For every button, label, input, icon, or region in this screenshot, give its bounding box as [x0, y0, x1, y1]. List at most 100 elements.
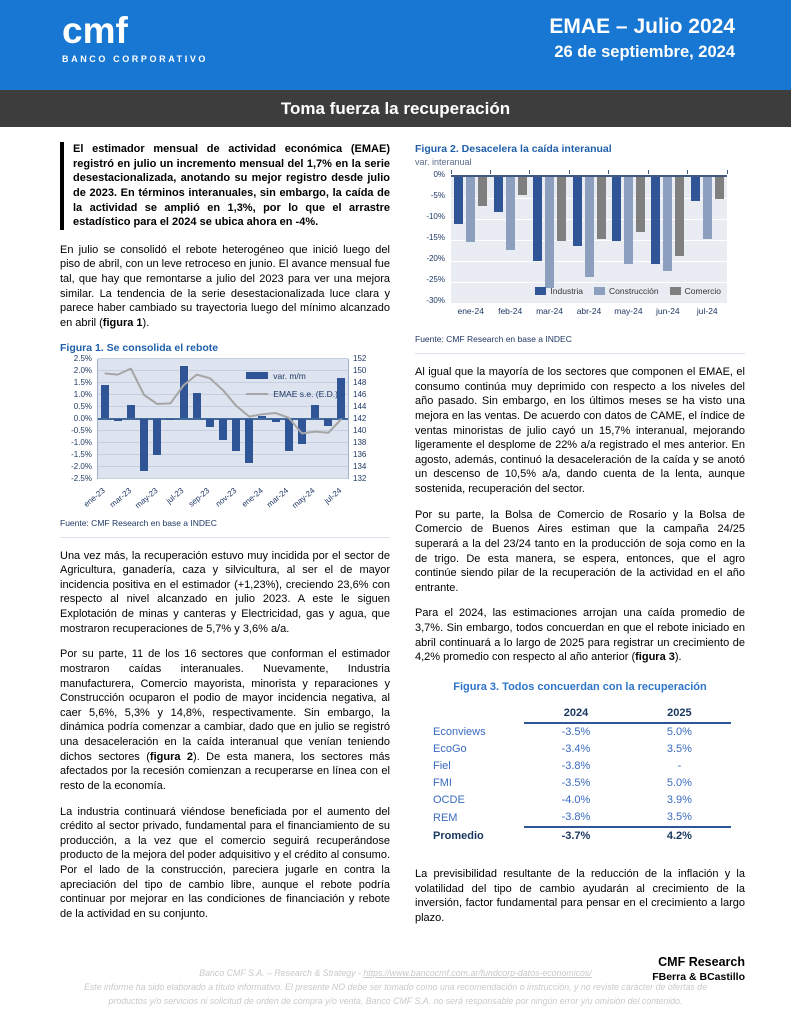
bar-industria	[690, 177, 700, 201]
gridline	[98, 358, 348, 359]
forecast-value: -3.5%	[561, 777, 591, 790]
x-axis-label: may-23	[132, 485, 160, 510]
y-axis-left-label: 0.0%	[73, 413, 92, 423]
header-title-block: EMAE – Julio 2024 26 de septiembre, 2024	[549, 15, 735, 62]
axis-tick	[529, 170, 531, 174]
report-date: 26 de septiembre, 2024	[554, 43, 735, 61]
forecast-value: -	[677, 760, 682, 773]
bar-comercio	[557, 177, 567, 242]
table-header-row: 2024 2025	[429, 704, 731, 724]
bar-var-mm	[126, 405, 135, 419]
signature-authors: FBerra & BCastillo	[652, 971, 745, 984]
y-axis-left-label: -2.5%	[71, 473, 92, 483]
y-axis-right-label: 138	[353, 437, 367, 447]
table-row: Econviews -3.5% 5.0%	[429, 723, 731, 741]
y-axis-left-label: 2.5%	[73, 353, 92, 363]
right-column: Figura 2. Desacelera la caída interanual…	[415, 142, 745, 983]
gridline	[451, 302, 727, 304]
bar-construcción	[505, 177, 515, 250]
gridline	[98, 382, 348, 383]
bar-var-mm	[297, 418, 306, 444]
article-body: El estimador mensual de actividad económ…	[0, 127, 791, 983]
figure1-chart: var. m/m EMAE s.e. (E.D.) 2.5% 152 2.0% 150 1.…	[60, 353, 390, 515]
y-axis-label: -10%	[426, 212, 445, 221]
y-axis-label: -25%	[426, 275, 445, 284]
figure2-subtitle: var. interanual	[415, 157, 472, 167]
table-header-year: 2024	[524, 704, 628, 724]
forecaster-name: OCDE	[433, 794, 465, 807]
figure2-plot: Industria Construcción Comercio	[450, 170, 728, 304]
gridline	[451, 281, 727, 283]
figure2-source: Fuente: CMF Research en base a INDEC	[415, 334, 572, 344]
y-axis-left-label: 0.5%	[73, 401, 92, 411]
x-axis-label: jul-23	[164, 485, 186, 506]
y-axis-left-label: -1.5%	[71, 449, 92, 459]
forecaster-name: REM	[433, 811, 458, 824]
y-axis-label: -20%	[426, 254, 445, 263]
bar-industria	[651, 177, 661, 264]
forecaster-name: EcoGo	[433, 743, 467, 756]
bar-var-mm	[324, 418, 333, 426]
legend-item-var-mm: var. m/m	[246, 371, 338, 381]
legend-item-comercio: Comercio	[669, 286, 721, 296]
forecast-value: 3.9%	[666, 794, 692, 807]
bar-var-mm	[232, 418, 241, 451]
legend-swatch	[669, 287, 681, 295]
table-total-row: Promedio -3.7% 4.2%	[429, 825, 731, 845]
figure3-table: 2024 2025 Econviews -3.5% 5.0% EcoGo -3.4% 3.5…	[429, 704, 731, 845]
forecast-value: 5.0%	[666, 777, 692, 790]
y-axis-left-label: 1.0%	[73, 389, 92, 399]
paragraph-industria: La industria continuará viéndose benefic…	[60, 805, 390, 920]
table-row: EcoGo -3.4% 3.5%	[429, 741, 731, 758]
legend-line-swatch	[246, 392, 269, 395]
legend-label: Construcción	[609, 286, 659, 296]
y-axis-left-label: -2.0%	[71, 461, 92, 471]
figure3-table-head: 2024 2025	[429, 704, 731, 724]
y-axis-left-label: -1.0%	[71, 437, 92, 447]
forecast-value: -4.0%	[561, 794, 591, 807]
figure1-plot: var. m/m EMAE s.e. (E.D.)	[97, 358, 349, 479]
legend-item-emae: EMAE s.e. (E.D.)	[246, 389, 338, 399]
footer-link[interactable]: https://www.bancocmf.com.ar/fundcorp-dat…	[363, 967, 592, 978]
paragraph-rebote: En julio se consolidó el rebote heterogé…	[60, 243, 390, 329]
bar-var-mm	[113, 418, 122, 421]
bar-var-mm	[271, 418, 280, 423]
axis-tick	[489, 170, 491, 174]
figure1-block: Figura 1. Se consolida el rebote var. m/…	[60, 342, 390, 538]
y-axis-right-label: 134	[353, 461, 367, 471]
x-axis-label: ene-24	[239, 485, 265, 509]
paragraph-agricultura: Una vez más, la recuperación estuvo muy …	[60, 549, 390, 635]
forecast-value: -3.5%	[561, 726, 591, 739]
x-axis-label: may-24	[614, 306, 643, 316]
report-title: EMAE – Julio 2024	[549, 15, 735, 38]
gridline	[98, 466, 348, 467]
bar-comercio	[714, 177, 724, 200]
figure2-block: Figura 2. Desacelera la caída interanual…	[415, 143, 745, 354]
forecaster-name: Promedio	[433, 829, 484, 842]
forecast-value: -3.8%	[561, 760, 591, 773]
bar-comercio	[478, 177, 488, 206]
y-axis-right-label: 148	[353, 377, 367, 387]
gridline	[98, 454, 348, 455]
bar-var-mm	[192, 393, 201, 419]
bar-construcción	[663, 177, 673, 271]
bar-var-mm	[100, 384, 109, 419]
bar-var-mm	[166, 418, 175, 420]
bar-industria	[611, 177, 621, 241]
gridline	[98, 442, 348, 443]
figure2-title: Figura 2. Desacelera la caída interanual	[415, 143, 612, 155]
bar-construcción	[584, 177, 594, 277]
legend-swatch	[594, 287, 606, 295]
table-header-empty	[429, 705, 524, 723]
table-row: REM -3.8% 3.5%	[429, 809, 731, 827]
bar-var-mm	[205, 418, 214, 427]
bar-var-mm	[311, 405, 320, 419]
y-axis-right-label: 136	[353, 449, 367, 459]
axis-tick	[608, 170, 610, 174]
footer-legal-text: Este informe ha sido elaborado a título …	[84, 981, 707, 1006]
y-axis-right-label: 146	[353, 389, 367, 399]
x-axis-label: mar-24	[536, 306, 564, 316]
table-header-year: 2025	[627, 704, 731, 724]
forecaster-name: Econviews	[433, 725, 486, 738]
table-row: OCDE -4.0% 3.9%	[429, 792, 731, 809]
